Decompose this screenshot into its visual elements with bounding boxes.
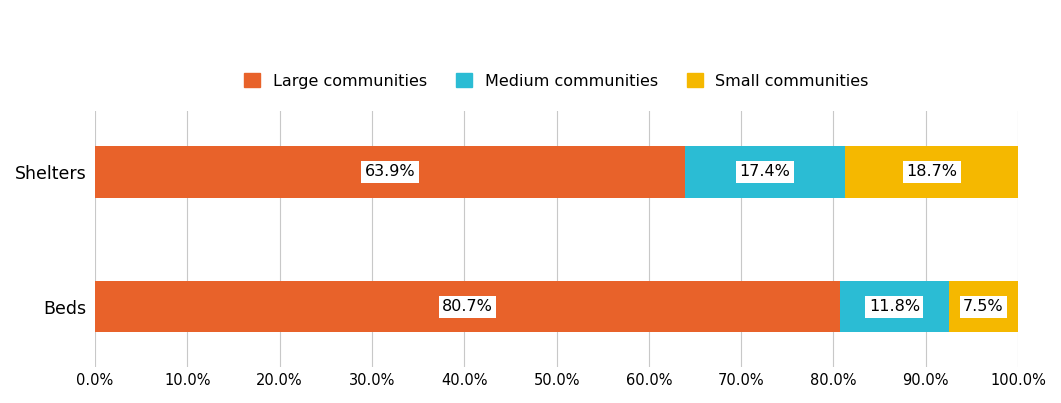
Text: 80.7%: 80.7% [442, 299, 493, 314]
Text: 18.7%: 18.7% [906, 164, 957, 179]
Bar [95, 281, 840, 332]
Text: 7.5%: 7.5% [963, 299, 1004, 314]
Bar [95, 146, 684, 197]
Bar [684, 146, 846, 197]
Legend: Large communities, Medium communities, Small communities: Large communities, Medium communities, S… [244, 73, 869, 89]
Bar [840, 281, 949, 332]
Text: 63.9%: 63.9% [365, 164, 415, 179]
Text: 17.4%: 17.4% [740, 164, 790, 179]
Bar [846, 146, 1019, 197]
Bar [949, 281, 1019, 332]
Text: 11.8%: 11.8% [869, 299, 920, 314]
